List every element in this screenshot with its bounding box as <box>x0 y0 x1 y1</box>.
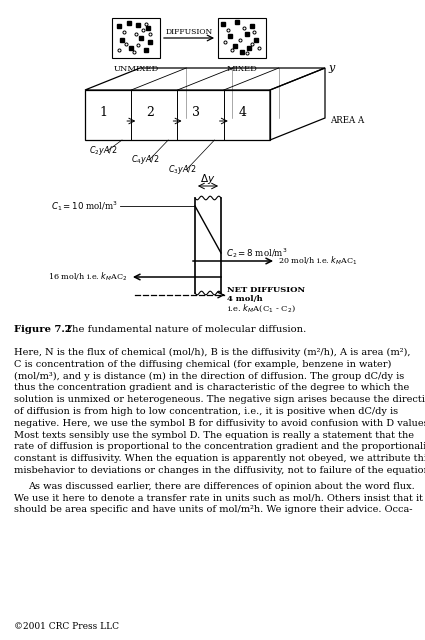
Text: negative. Here, we use the symbol B for diffusivity to avoid confusion with D va: negative. Here, we use the symbol B for … <box>14 419 425 428</box>
Text: 1: 1 <box>99 106 108 119</box>
Text: 4 mol/h: 4 mol/h <box>227 295 263 303</box>
Text: 4: 4 <box>238 106 246 119</box>
Text: misbehavior to deviations or changes in the diffusivity, not to failure of the e: misbehavior to deviations or changes in … <box>14 466 425 475</box>
Bar <box>112 18 160 58</box>
Text: 20 mol/h i.e. $k_M$AC$_1$: 20 mol/h i.e. $k_M$AC$_1$ <box>278 255 358 268</box>
Text: of diffusion is from high to low concentration, i.e., it is positive when dC/dy : of diffusion is from high to low concent… <box>14 407 398 416</box>
Text: MIXED: MIXED <box>227 65 258 73</box>
Text: (mol/m³), and y is distance (m) in the direction of diffusion. The group dC/dy i: (mol/m³), and y is distance (m) in the d… <box>14 372 404 381</box>
Text: $C_4yA/2$: $C_4yA/2$ <box>131 153 159 166</box>
Text: $C_3yA/2$: $C_3yA/2$ <box>168 163 196 176</box>
Text: Figure 7.2: Figure 7.2 <box>14 325 72 334</box>
Text: C is concentration of the diffusing chemical (for example, benzene in water): C is concentration of the diffusing chem… <box>14 360 391 369</box>
Text: $C_1 = 10$ mol/m$^3$: $C_1 = 10$ mol/m$^3$ <box>51 199 118 213</box>
Text: 3: 3 <box>192 106 200 119</box>
Text: We use it here to denote a transfer rate in units such as mol/h. Others insist t: We use it here to denote a transfer rate… <box>14 493 423 502</box>
Text: UNMIXED: UNMIXED <box>113 65 159 73</box>
Text: $C_2yA/2$: $C_2yA/2$ <box>89 144 117 157</box>
Text: $\Delta y$: $\Delta y$ <box>200 172 215 186</box>
Bar <box>218 18 266 58</box>
Text: 16 mol/h i.e. $k_M$AC$_2$: 16 mol/h i.e. $k_M$AC$_2$ <box>48 271 128 284</box>
Text: $C_2 = 8$ mol/m$^3$: $C_2 = 8$ mol/m$^3$ <box>226 246 288 260</box>
Text: As was discussed earlier, there are differences of opinion about the word ​flux.: As was discussed earlier, there are diff… <box>28 482 415 491</box>
Text: i.e. $k_M$A(C$_1$ - C$_2$): i.e. $k_M$A(C$_1$ - C$_2$) <box>227 302 296 314</box>
Text: NET DIFFUSION: NET DIFFUSION <box>227 286 305 294</box>
Text: should be area specific and have units of mol/m²h. We ignore their advice. Occa-: should be area specific and have units o… <box>14 506 413 515</box>
Text: rate of diffusion is proportional to the concentration gradient and the proporti: rate of diffusion is proportional to the… <box>14 442 425 451</box>
Text: solution is unmixed or heterogeneous. The negative sign arises because the direc: solution is unmixed or heterogeneous. Th… <box>14 395 425 404</box>
Text: thus the concentration gradient and is characteristic of the degree to which the: thus the concentration gradient and is c… <box>14 383 409 392</box>
Text: DIFFUSION: DIFFUSION <box>165 28 212 36</box>
Text: ©2001 CRC Press LLC: ©2001 CRC Press LLC <box>14 622 119 631</box>
Text: y: y <box>328 63 334 73</box>
Text: 2: 2 <box>146 106 154 119</box>
Text: constant is diffusivity. When the equation is apparently not obeyed, we attribut: constant is diffusivity. When the equati… <box>14 454 425 463</box>
Text: AREA A: AREA A <box>330 116 364 125</box>
Text: Most texts sensibly use the symbol D. The equation is really a statement that th: Most texts sensibly use the symbol D. Th… <box>14 431 414 440</box>
Text: The fundamental nature of molecular diffusion.: The fundamental nature of molecular diff… <box>59 325 306 334</box>
Text: Here, N is the flux of chemical (mol/h), B is the diffusivity (m²/h), A is area : Here, N is the flux of chemical (mol/h),… <box>14 348 411 357</box>
